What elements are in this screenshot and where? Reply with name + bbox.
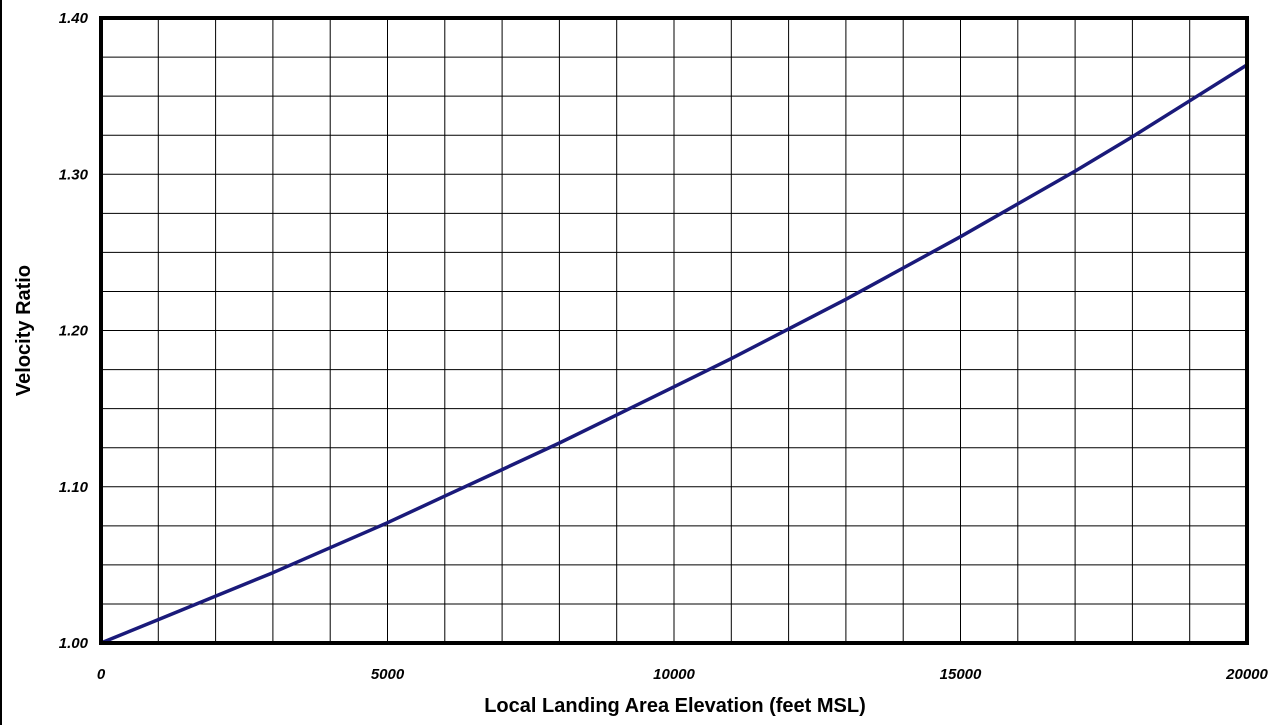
y-tick-label: 1.20 — [59, 323, 89, 340]
x-tick-label: 10000 — [653, 666, 695, 683]
grid-lines — [101, 18, 1247, 643]
plot-frame — [99, 16, 1249, 645]
x-axis-title: Local Landing Area Elevation (feet MSL) — [484, 695, 866, 717]
y-tick-label: 1.10 — [59, 479, 89, 496]
y-tick-label: 1.40 — [59, 10, 89, 27]
y-axis-title: Velocity Ratio — [13, 265, 35, 396]
x-tick-label: 15000 — [940, 666, 982, 683]
x-tick-labels: 0 5000 10000 15000 20000 — [97, 666, 1269, 683]
x-tick-label: 20000 — [1225, 666, 1268, 683]
x-tick-label: 5000 — [371, 666, 405, 683]
y-tick-label: 1.00 — [59, 635, 89, 652]
series-layer — [99, 63, 1249, 645]
y-tick-label: 1.30 — [59, 166, 89, 183]
series-line — [99, 63, 1249, 645]
x-tick-label: 0 — [97, 666, 106, 683]
y-tick-labels: 1.00 1.10 1.20 1.30 1.40 — [59, 10, 89, 652]
